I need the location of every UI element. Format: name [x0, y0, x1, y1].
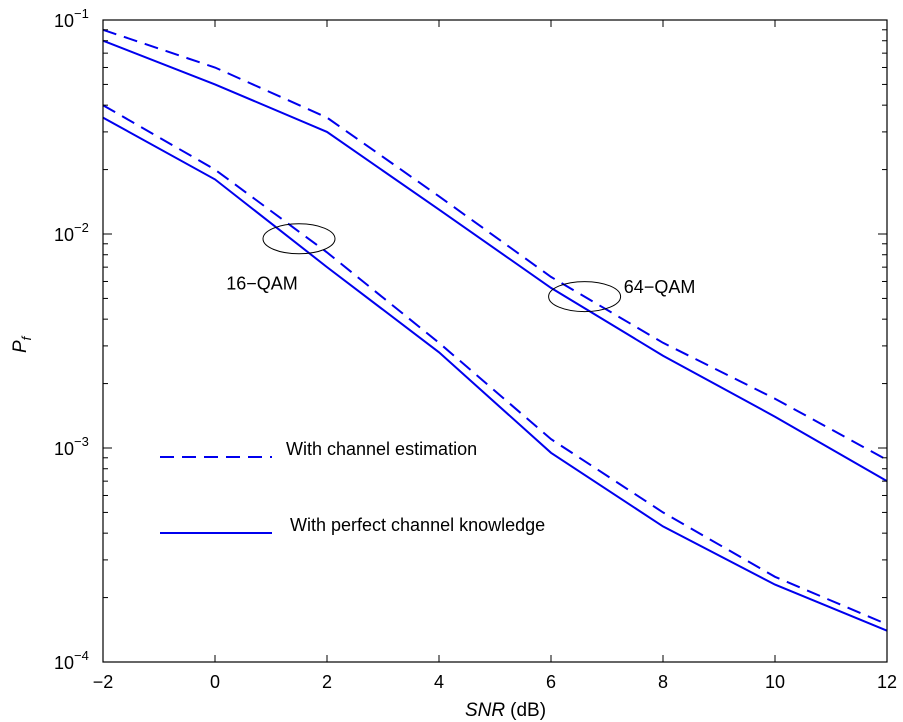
annotation-label-0: 16−QAM: [226, 274, 298, 294]
x-axis-label-main: SNR: [465, 700, 505, 721]
legend-label-solid: With perfect channel knowledge: [290, 515, 545, 535]
y-tick-label: 10−3: [54, 434, 89, 459]
legend-label-dashed: With channel estimation: [286, 439, 477, 459]
y-axis-label: Pf: [10, 335, 34, 353]
x-tick-label: 10: [765, 672, 785, 692]
annotation-ellipse-1: [548, 281, 622, 313]
y-tick-label: 10−1: [54, 6, 89, 31]
series-line-16-qam-solid: [102, 116, 888, 632]
y-axis-label-main: P: [10, 340, 31, 353]
plot-frame: [102, 19, 888, 663]
y-tick-label: 10−2: [54, 220, 89, 245]
x-tick-label: 6: [546, 672, 556, 692]
series-line-64-qam-dashed: [102, 28, 888, 461]
annotation-label-1: 64−QAM: [624, 277, 696, 297]
y-tick-label: 10−4: [54, 648, 89, 673]
x-axis-label: SNR (dB): [465, 700, 546, 721]
x-tick-label: 12: [877, 672, 897, 692]
series-line-64-qam-solid: [102, 39, 888, 482]
x-tick-label: −2: [93, 672, 114, 692]
x-tick-label: 4: [434, 672, 444, 692]
annotation-ellipse-0: [262, 223, 336, 255]
y-axis-label-sub: f: [19, 335, 34, 340]
x-tick-label: 0: [210, 672, 220, 692]
x-tick-label: 2: [322, 672, 332, 692]
x-tick-label: 8: [658, 672, 668, 692]
x-axis-label-unit: (dB): [510, 700, 546, 721]
series-line-16-qam-dashed: [102, 104, 888, 626]
